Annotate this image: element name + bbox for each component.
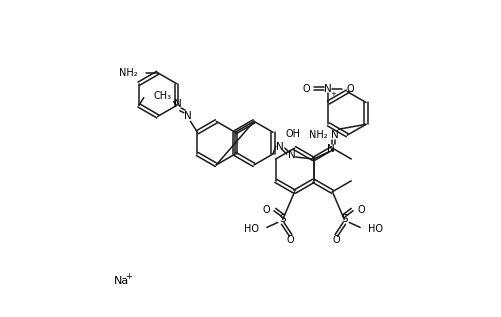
Text: OH: OH	[285, 129, 300, 139]
Text: Na: Na	[114, 276, 129, 286]
Text: −: −	[346, 87, 353, 96]
Text: N: N	[331, 130, 339, 140]
Text: O: O	[302, 84, 310, 94]
Text: N: N	[173, 100, 181, 109]
Text: CH₃: CH₃	[153, 91, 171, 100]
Text: N: N	[324, 84, 332, 94]
Text: O: O	[356, 204, 364, 215]
Text: S: S	[279, 215, 286, 224]
Text: N: N	[327, 144, 335, 154]
Text: +: +	[330, 91, 336, 97]
Text: NH₂: NH₂	[119, 68, 138, 78]
Text: N: N	[276, 142, 283, 152]
Text: NH₂: NH₂	[309, 130, 327, 140]
Text: +: +	[125, 272, 132, 281]
Text: O: O	[286, 235, 294, 245]
Text: N: N	[183, 111, 191, 121]
Text: O: O	[332, 235, 340, 245]
Text: HO: HO	[367, 224, 382, 234]
Text: HO: HO	[243, 224, 259, 234]
Text: O: O	[262, 204, 270, 215]
Text: N: N	[287, 150, 295, 160]
Text: S: S	[340, 215, 347, 224]
Text: O: O	[346, 84, 353, 94]
